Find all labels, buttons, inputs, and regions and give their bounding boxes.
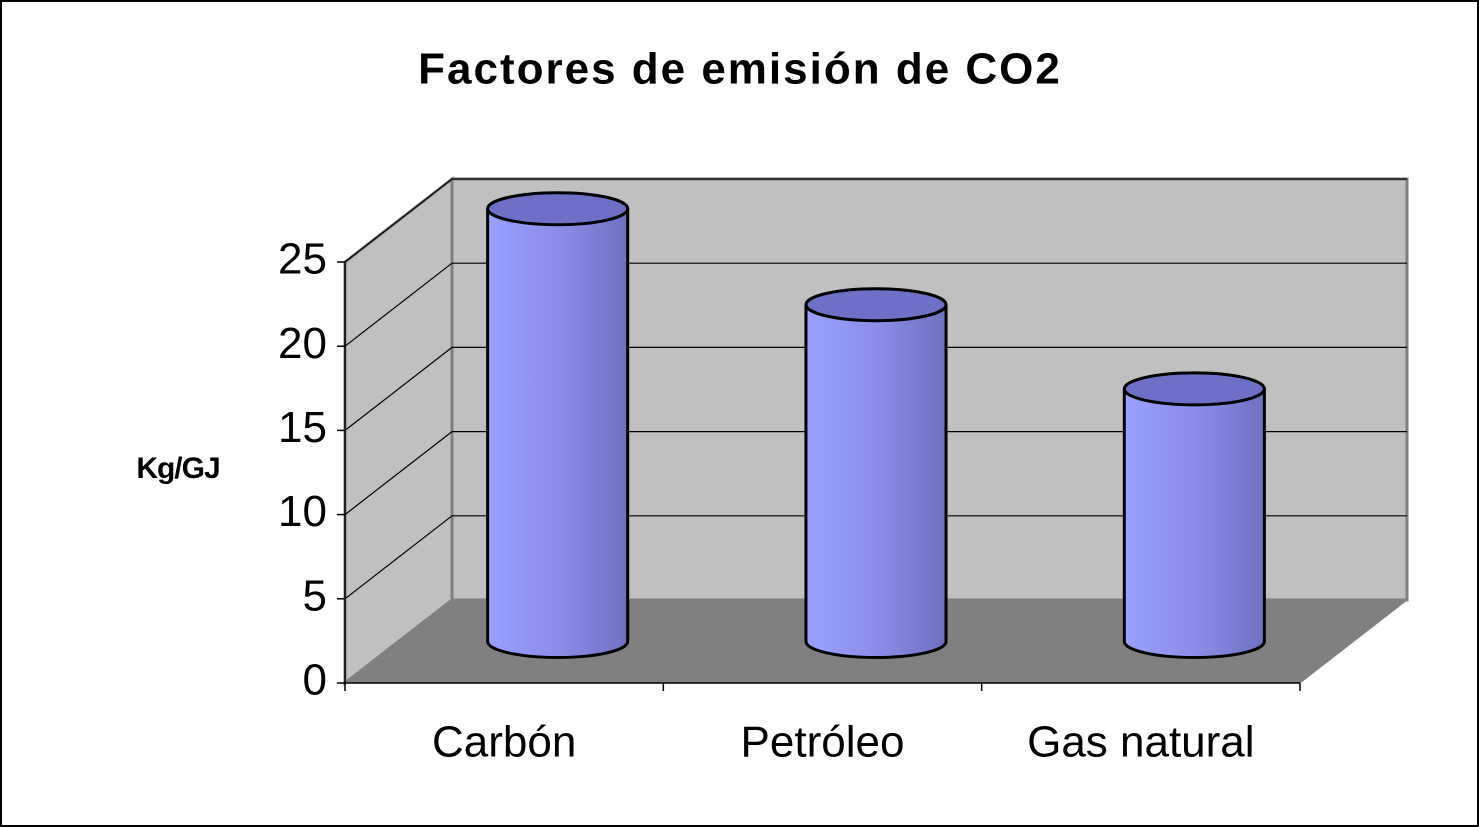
bar bbox=[1122, 387, 1266, 660]
y-tick-label: 20 bbox=[278, 319, 327, 368]
y-axis-label: Kg/GJ bbox=[136, 452, 219, 485]
grid-line bbox=[344, 346, 1407, 431]
grid-line bbox=[344, 431, 1407, 516]
bar-top bbox=[486, 191, 630, 227]
y-tick-label: 0 bbox=[303, 656, 327, 705]
y-tick-label: 15 bbox=[278, 403, 327, 452]
grid-line bbox=[344, 178, 1407, 263]
grid-line bbox=[344, 262, 1407, 347]
x-tick-label: Gas natural bbox=[1027, 718, 1254, 767]
bar bbox=[804, 303, 948, 659]
bar bbox=[486, 207, 630, 659]
x-tick-label: Petróleo bbox=[741, 718, 905, 767]
side-wall bbox=[343, 175, 454, 687]
grid-line bbox=[344, 515, 1407, 600]
y-tick-label: 25 bbox=[278, 235, 327, 284]
bar-top bbox=[1122, 371, 1266, 407]
chart-title: Factores de emisión de CO2 bbox=[418, 45, 1062, 94]
bar-top bbox=[804, 287, 948, 323]
y-tick-label: 5 bbox=[303, 571, 327, 620]
x-tick-label: Carbón bbox=[432, 718, 576, 767]
y-tick-label: 10 bbox=[278, 487, 327, 536]
